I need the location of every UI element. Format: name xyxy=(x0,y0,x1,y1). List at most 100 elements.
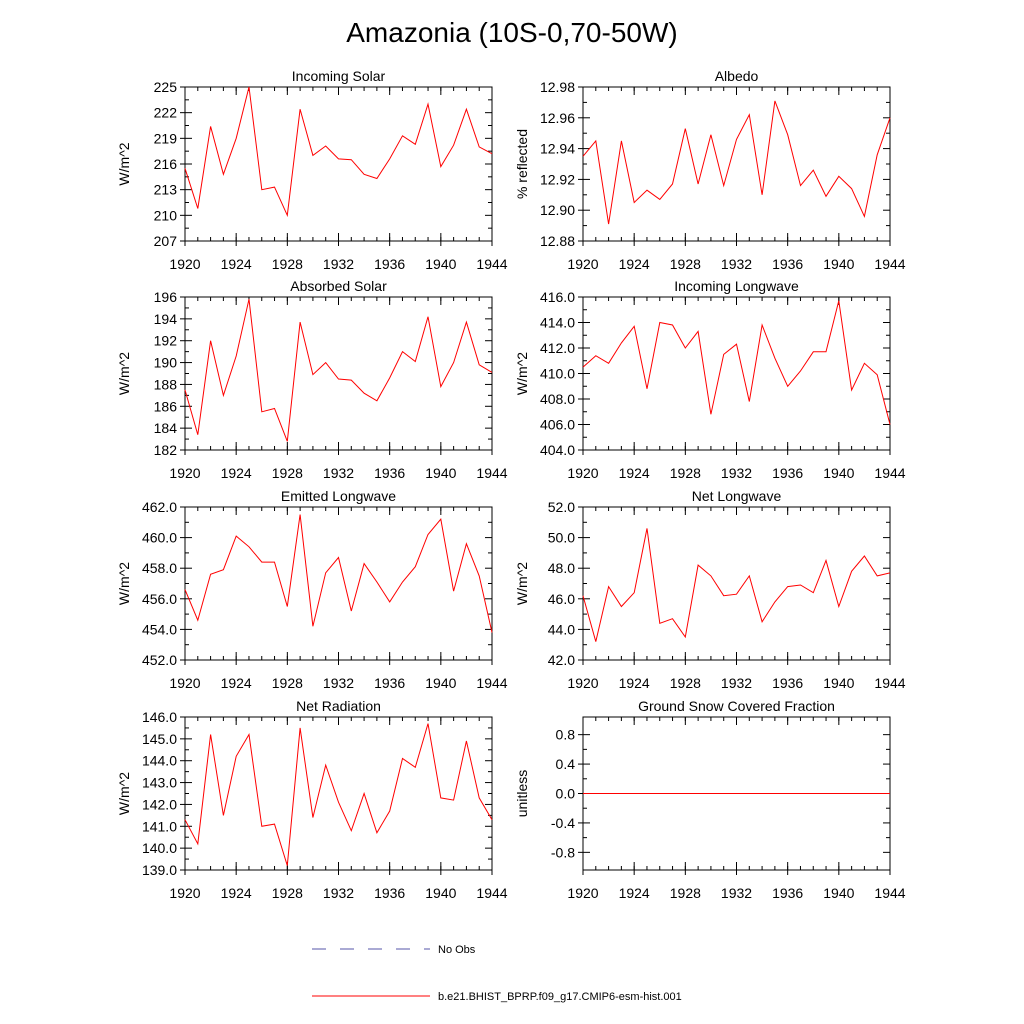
legend: No Obs b.e21.BHIST_BPRP.f09_g17.CMIP6-es… xyxy=(312,944,682,1003)
y-tick-label: 414.0 xyxy=(540,315,575,331)
y-tick-label: 12.90 xyxy=(540,202,575,218)
x-tick-label: 1936 xyxy=(374,465,405,481)
plot-frame xyxy=(582,506,891,661)
x-tick-label: 1940 xyxy=(823,256,854,272)
x-tick-label: 1936 xyxy=(374,256,405,272)
y-tick-label: 460.0 xyxy=(142,530,177,546)
y-tick-label: 0.0 xyxy=(556,786,576,802)
x-tick-label: 1920 xyxy=(567,465,598,481)
y-tick-label: 190 xyxy=(154,355,178,371)
y-tick-label: 145.0 xyxy=(142,731,177,747)
y-tick-label: -0.8 xyxy=(551,844,575,860)
plot-frame xyxy=(582,296,891,451)
x-tick-label: 1920 xyxy=(169,675,200,691)
panel-title: Absorbed Solar xyxy=(290,278,387,294)
x-tick-label: 1940 xyxy=(823,465,854,481)
y-tick-label: 458.0 xyxy=(142,560,177,576)
y-tick-label: 225 xyxy=(154,79,178,95)
series-line xyxy=(582,100,891,225)
y-axis-label: W/m^2 xyxy=(514,562,530,605)
y-tick-label: 12.98 xyxy=(540,79,575,95)
x-tick-label: 1940 xyxy=(425,256,456,272)
panel-title: Ground Snow Covered Fraction xyxy=(638,698,835,714)
panel-emitted-longwave: Emitted Longwave W/m^2 452.0 454.0 456.0 458.… xyxy=(116,488,508,691)
x-tick-label: 1932 xyxy=(323,885,354,901)
panel-title: Incoming Solar xyxy=(292,68,386,84)
x-tick-label: 1944 xyxy=(476,675,507,691)
x-tick-label: 1940 xyxy=(425,885,456,901)
y-tick-label: 0.8 xyxy=(556,727,576,743)
y-tick-label: 144.0 xyxy=(142,753,177,769)
x-tick-label: 1944 xyxy=(874,885,905,901)
x-tick-label: 1928 xyxy=(272,885,303,901)
y-tick-label: -0.4 xyxy=(551,815,575,831)
x-tick-label: 1936 xyxy=(772,675,803,691)
x-tick-label: 1932 xyxy=(721,885,752,901)
x-tick-label: 1944 xyxy=(874,465,905,481)
plot-frame xyxy=(184,716,493,871)
x-tick-label: 1920 xyxy=(567,885,598,901)
legend-model-label: b.e21.BHIST_BPRP.f09_g17.CMIP6-esm-hist.… xyxy=(438,991,682,1003)
x-tick-label: 1944 xyxy=(874,256,905,272)
y-axis-label: W/m^2 xyxy=(116,562,132,605)
y-tick-label: 46.0 xyxy=(548,591,575,607)
y-tick-label: 412.0 xyxy=(540,340,575,356)
x-tick-label: 1928 xyxy=(670,885,701,901)
panel-title: Albedo xyxy=(715,68,759,84)
x-tick-label: 1944 xyxy=(476,256,507,272)
x-tick-label: 1920 xyxy=(169,465,200,481)
y-tick-label: 188 xyxy=(154,376,178,392)
plot-frame xyxy=(184,296,493,451)
x-tick-label: 1932 xyxy=(721,256,752,272)
y-tick-label: 12.96 xyxy=(540,110,575,126)
figure-title: Amazonia (10S-0,70-50W) xyxy=(346,17,677,48)
x-tick-label: 1928 xyxy=(272,675,303,691)
y-tick-label: 207 xyxy=(154,233,178,249)
x-tick-label: 1936 xyxy=(772,885,803,901)
x-tick-label: 1924 xyxy=(619,885,650,901)
x-tick-label: 1928 xyxy=(670,465,701,481)
y-tick-label: 184 xyxy=(154,420,178,436)
y-tick-label: 0.4 xyxy=(556,756,576,772)
x-tick-label: 1920 xyxy=(567,675,598,691)
x-tick-label: 1928 xyxy=(670,675,701,691)
y-tick-label: 44.0 xyxy=(548,621,575,637)
plot-frame xyxy=(184,86,493,242)
y-tick-label: 404.0 xyxy=(540,442,575,458)
x-tick-label: 1932 xyxy=(721,675,752,691)
x-tick-label: 1940 xyxy=(425,465,456,481)
y-tick-label: 143.0 xyxy=(142,775,177,791)
y-tick-label: 140.0 xyxy=(142,840,177,856)
y-tick-label: 139.0 xyxy=(142,862,177,878)
x-tick-label: 1932 xyxy=(323,465,354,481)
y-tick-label: 52.0 xyxy=(548,499,575,515)
y-tick-label: 216 xyxy=(154,156,178,172)
x-tick-label: 1932 xyxy=(721,465,752,481)
x-tick-label: 1944 xyxy=(874,675,905,691)
x-tick-label: 1940 xyxy=(823,885,854,901)
y-tick-label: 452.0 xyxy=(142,652,177,668)
x-tick-label: 1924 xyxy=(221,465,252,481)
y-axis-label: W/m^2 xyxy=(116,142,132,185)
y-tick-label: 142.0 xyxy=(142,796,177,812)
panel-title: Net Longwave xyxy=(692,488,782,504)
x-tick-label: 1936 xyxy=(374,885,405,901)
series-line xyxy=(184,299,493,442)
x-tick-label: 1924 xyxy=(619,256,650,272)
x-tick-label: 1928 xyxy=(272,465,303,481)
y-tick-label: 213 xyxy=(154,182,178,198)
y-tick-label: 222 xyxy=(154,105,178,121)
y-tick-label: 141.0 xyxy=(142,818,177,834)
y-tick-label: 194 xyxy=(154,311,178,327)
y-tick-label: 48.0 xyxy=(548,560,575,576)
panel-net-longwave: Net Longwave W/m^2 42.0 44.0 46.0 48.0 50.0 52.… xyxy=(514,488,906,691)
x-tick-label: 1924 xyxy=(619,465,650,481)
x-tick-label: 1920 xyxy=(169,885,200,901)
series-line xyxy=(184,86,493,218)
x-tick-label: 1944 xyxy=(476,885,507,901)
panel-ground-snow-covered-fraction: Ground Snow Covered Fraction unitless -0.8… xyxy=(514,698,906,901)
y-axis-label: W/m^2 xyxy=(116,772,132,815)
y-axis-label: unitless xyxy=(514,770,530,817)
x-tick-label: 1920 xyxy=(567,256,598,272)
x-tick-label: 1944 xyxy=(476,465,507,481)
